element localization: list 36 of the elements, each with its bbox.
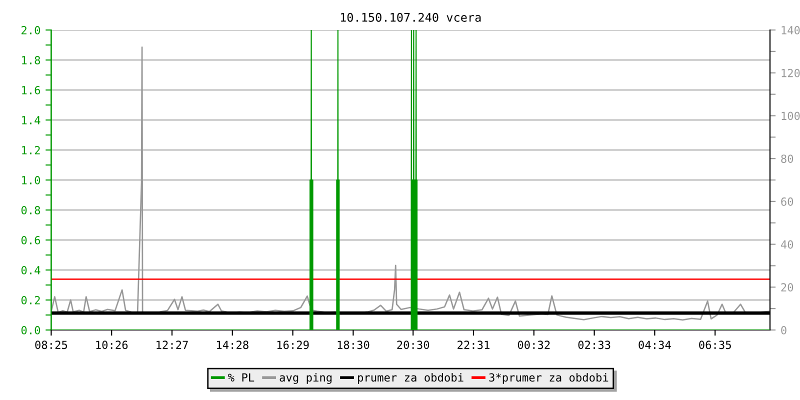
x-tick-label: 02:33: [578, 340, 610, 350]
y-tick-label: 1.8: [22, 56, 40, 64]
y2-tick-label: 0: [781, 326, 786, 334]
legend-label: prumer za obdobi: [358, 373, 464, 384]
y2-tick-label: 20: [781, 283, 794, 292]
y-tick-label: 2.0: [22, 26, 40, 34]
x-tick-label: 10:26: [96, 340, 128, 350]
y2-tick-label: 60: [781, 197, 794, 206]
y2-tick-label: 40: [780, 240, 794, 249]
y-tick-label: 0.4: [21, 266, 40, 274]
y-tick-label: 1.2: [22, 146, 40, 154]
x-tick-label: 22:31: [458, 340, 490, 350]
y2-tick-label: 100: [782, 112, 800, 120]
x-tick-label: 12:27: [156, 340, 188, 349]
x-tick-label: 04:34: [638, 340, 671, 350]
legend-label: % PL: [228, 373, 254, 382]
x-tick-label: 16:29: [277, 340, 309, 350]
y-tick-label: 1.0: [22, 176, 40, 184]
y-tick-label: 0.0: [21, 326, 40, 334]
x-tick-label: 20:30: [397, 340, 430, 350]
y2-tick-label: 140: [782, 26, 800, 34]
x-tick-label: 14:28: [217, 340, 248, 350]
chart-title: 10.150.107.240 vcera: [340, 12, 481, 22]
x-tick-label: 06:35: [699, 340, 731, 350]
y2-tick-label: 120: [782, 68, 800, 78]
y-tick-label: 0.8: [21, 206, 40, 214]
x-tick-label: 08:25: [35, 340, 68, 350]
legend-label: avg ping: [280, 373, 332, 384]
y-tick-label: 1.4: [22, 116, 40, 124]
x-tick-label: 00:32: [518, 340, 550, 350]
y2-tick-label: 80: [781, 154, 794, 163]
y-tick-label: 0.2: [21, 296, 40, 304]
y-tick-label: 0.6: [21, 236, 40, 244]
legend-label: 3*prumer za obdobi: [489, 373, 608, 384]
x-tick-label: 18:30: [338, 340, 370, 350]
y-tick-label: 1.6: [22, 86, 40, 94]
